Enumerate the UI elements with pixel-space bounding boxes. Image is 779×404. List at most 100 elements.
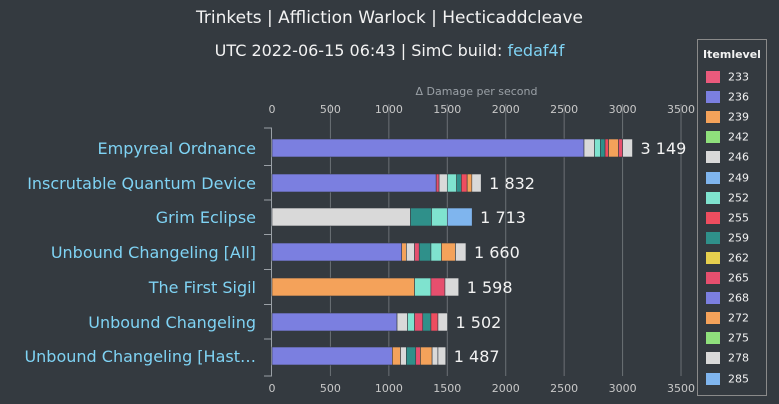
bar-segment [422, 312, 432, 332]
bar-segment [471, 173, 482, 193]
legend-item-242[interactable]: 242 [706, 130, 749, 148]
bar-segment [608, 138, 619, 158]
legend-label: 275 [728, 331, 749, 345]
legend-label: 278 [728, 351, 749, 365]
total-label: 1 487 [454, 347, 500, 366]
legend-item-262[interactable]: 262 [706, 251, 749, 269]
x-tick-label-top: 0 [269, 103, 276, 116]
x-tick-label-bottom: 3500 [667, 382, 695, 395]
bar-segment [414, 277, 432, 297]
x-tick-label-bottom: 3000 [609, 382, 637, 395]
total-label: 1 502 [456, 313, 502, 332]
x-tick-label-top: 500 [320, 103, 341, 116]
legend-label: 246 [728, 150, 749, 164]
total-label: 1 660 [474, 243, 520, 262]
bar-segment [271, 346, 393, 366]
x-tick-label-top: 2000 [492, 103, 520, 116]
total-label: 1 832 [489, 174, 535, 193]
bar-segment [618, 138, 623, 158]
legend-label: 233 [728, 70, 749, 84]
legend-item-275[interactable]: 275 [706, 331, 749, 349]
category-label-5[interactable]: The First Sigil [148, 278, 256, 297]
legend-label: 265 [728, 271, 749, 285]
subtitle-text: UTC 2022-06-15 06:43 | SimC build: [214, 41, 508, 60]
legend-item-239[interactable]: 239 [706, 110, 749, 128]
category-label-4[interactable]: Unbound Changeling [All] [51, 243, 256, 262]
x-tick-label-top: 1000 [375, 103, 403, 116]
category-label-3[interactable]: Grim Eclipse [156, 208, 256, 227]
x-tick-label-bottom: 500 [320, 382, 341, 395]
legend-item-252[interactable]: 252 [706, 191, 749, 209]
legend-label: 255 [728, 211, 749, 225]
bar-segment [392, 346, 401, 366]
legend-label: 268 [728, 291, 749, 305]
bar-segment [410, 207, 432, 227]
legend: Itemlevel 233 236 239 242 246 249 252 255 259 262… [697, 39, 767, 396]
bar-segment [271, 138, 585, 158]
legend-item-278[interactable]: 278 [706, 351, 749, 369]
bar-segment [400, 346, 407, 366]
legend-item-236[interactable]: 236 [706, 90, 749, 108]
category-label-1[interactable]: Empyreal Ordnance [98, 139, 257, 158]
legend-swatch [706, 312, 720, 325]
chart-title: Trinkets | Affliction Warlock | Hecticad… [196, 8, 583, 28]
bar-segment [414, 312, 424, 332]
bar-segment [622, 138, 633, 158]
category-label-2[interactable]: Inscrutable Quantum Device [27, 174, 256, 193]
chart-subtitle: UTC 2022-06-15 06:43 | SimC build: fedaf… [0, 41, 779, 60]
bar-segment [441, 242, 456, 262]
bar-segment [271, 173, 437, 193]
legend-swatch [706, 231, 720, 244]
bar-segment [431, 207, 448, 227]
legend-swatch [706, 71, 720, 83]
bar-segment [446, 173, 457, 193]
bar-segment [435, 173, 440, 193]
total-label: 1 713 [480, 208, 526, 227]
bar-segment [455, 242, 467, 262]
legend-item-272[interactable]: 272 [706, 311, 749, 329]
bar-segment [420, 346, 433, 366]
legend-label: 262 [728, 251, 749, 265]
bar-segment [414, 242, 420, 262]
legend-item-265[interactable]: 265 [706, 271, 749, 289]
bar-segment [430, 312, 439, 332]
bar-segment [438, 173, 448, 193]
legend-label: 272 [728, 311, 749, 325]
legend-label: 249 [728, 171, 749, 184]
legend-swatch [706, 332, 720, 345]
legend-title: Itemlevel [703, 48, 761, 61]
legend-swatch [706, 191, 720, 204]
bar-segment [430, 242, 442, 262]
legend-item-255[interactable]: 255 [706, 211, 749, 229]
legend-item-249[interactable]: 249 [706, 171, 749, 189]
legend-label: 239 [728, 110, 749, 124]
legend-item-285[interactable]: 285 [706, 372, 749, 390]
simc-build-link[interactable]: fedaf4f [507, 41, 565, 60]
category-label-6[interactable]: Unbound Changeling [88, 313, 256, 332]
legend-swatch [706, 272, 720, 284]
bar-segment [437, 346, 447, 366]
category-label-7[interactable]: Unbound Changeling [Hast… [24, 347, 256, 366]
legend-swatch [706, 111, 720, 124]
bar-segment [430, 277, 446, 297]
legend-swatch [706, 292, 720, 305]
bar-segment [583, 138, 595, 158]
x-tick-label-bottom: 2000 [492, 382, 520, 395]
legend-item-246[interactable]: 246 [706, 150, 749, 168]
bar-segment [271, 242, 403, 262]
total-label: 1 598 [467, 278, 513, 297]
legend-label: 259 [728, 231, 749, 245]
legend-swatch [706, 151, 720, 164]
legend-item-259[interactable]: 259 [706, 231, 749, 249]
legend-swatch [706, 171, 720, 184]
bar-segment [604, 138, 609, 158]
bar-segment [446, 207, 473, 227]
bar-segment [456, 173, 462, 193]
bar-segment [444, 277, 460, 297]
bar-segment [415, 346, 421, 366]
legend-label: 242 [728, 130, 749, 144]
legend-item-268[interactable]: 268 [706, 291, 749, 309]
x-tick-label-bottom: 1000 [375, 382, 403, 395]
legend-item-233[interactable]: 233 [706, 70, 749, 88]
